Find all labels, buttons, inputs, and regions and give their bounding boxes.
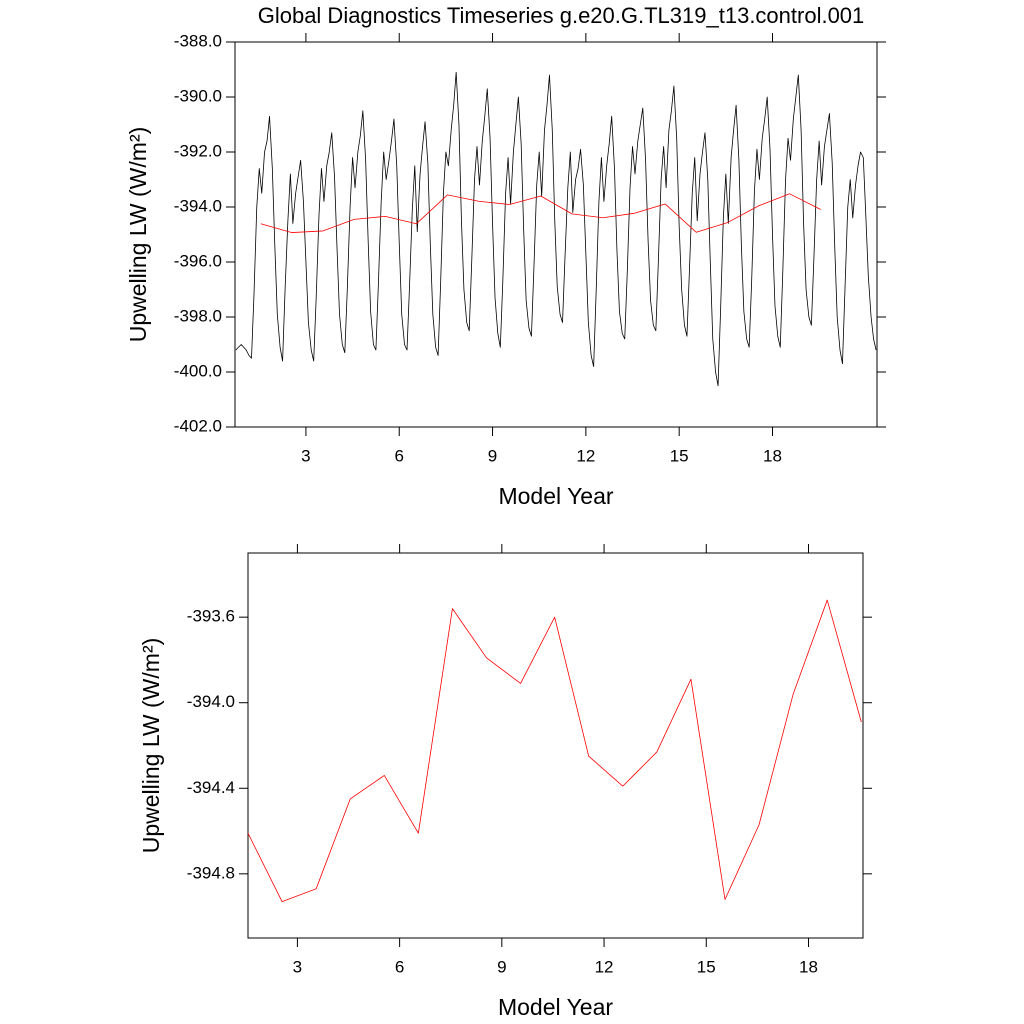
- x-tick-label: 3: [301, 446, 310, 465]
- plot-frame: [247, 552, 864, 939]
- y-tick-label: -394.4: [187, 778, 235, 797]
- y-axis-title: Upwelling LW (W/m²): [125, 127, 151, 343]
- chart-title: Global Diagnostics Timeseries g.e20.G.TL…: [258, 3, 865, 28]
- x-tick-label: 12: [595, 957, 614, 976]
- x-tick-label: 12: [576, 446, 595, 465]
- x-tick-label: 9: [488, 446, 497, 465]
- x-axis-title: Model Year: [498, 483, 613, 509]
- y-tick-label: -394.8: [187, 863, 235, 882]
- x-tick-label: 18: [763, 446, 782, 465]
- y-tick-label: -394.0: [174, 196, 222, 215]
- y-tick-label: -398.0: [174, 306, 222, 325]
- y-tick-label: -396.0: [174, 251, 222, 270]
- x-tick-label: 9: [497, 957, 506, 976]
- y-tick-label: -400.0: [174, 361, 222, 380]
- x-tick-label: 3: [293, 957, 302, 976]
- x-tick-label: 6: [394, 446, 403, 465]
- x-tick-label: 15: [670, 446, 689, 465]
- y-tick-label: -392.0: [174, 141, 222, 160]
- y-tick-label: -402.0: [174, 416, 222, 435]
- y-axis-title: Upwelling LW (W/m²): [138, 638, 164, 854]
- y-tick-label: -388.0: [174, 31, 222, 50]
- plot-frame: [234, 41, 878, 428]
- series-line: [247, 599, 862, 903]
- x-tick-label: 6: [395, 957, 404, 976]
- x-tick-label: 15: [697, 957, 716, 976]
- y-tick-label: -390.0: [174, 86, 222, 105]
- series-line: [260, 193, 821, 233]
- x-axis-title: Model Year: [498, 994, 613, 1020]
- y-tick-label: -393.6: [187, 607, 235, 626]
- series-line: [235, 71, 877, 387]
- y-tick-label: -394.0: [187, 692, 235, 711]
- x-tick-label: 18: [799, 957, 818, 976]
